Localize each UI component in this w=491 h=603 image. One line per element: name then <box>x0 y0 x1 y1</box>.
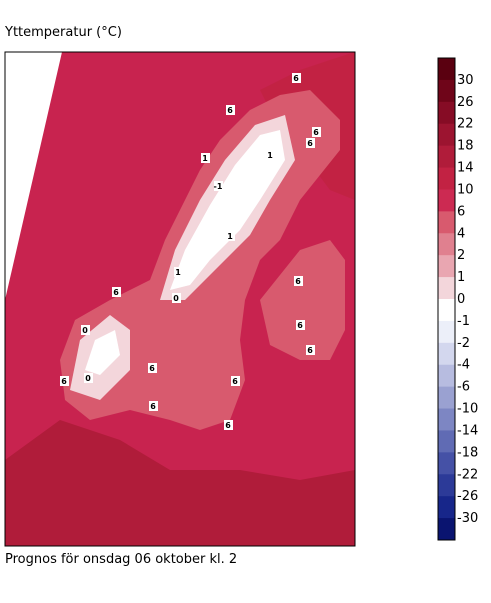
colorbar-band <box>438 58 455 81</box>
colorbar-label: 26 <box>457 95 474 110</box>
contour-label-box <box>60 376 69 386</box>
contour-label-box <box>306 138 315 148</box>
no-data-area <box>5 52 62 300</box>
colorbar-band <box>438 145 455 169</box>
contour-label: 6 <box>293 74 299 83</box>
contour-label: 0 <box>173 294 179 303</box>
colorbar-label: 18 <box>457 139 474 154</box>
colorbar-band <box>438 408 455 431</box>
contour-label-box <box>226 105 235 115</box>
colorbar-label: 14 <box>457 161 474 176</box>
colorbar-label: 30 <box>457 73 474 88</box>
colorbar-frame <box>437 57 456 541</box>
contour-label-box <box>312 127 321 137</box>
contour-label-box <box>296 320 305 330</box>
contour-label: 1 <box>175 268 181 277</box>
colorbar-label: -18 <box>457 445 478 460</box>
contour-label-box <box>81 325 90 335</box>
contour-label: 6 <box>307 346 313 355</box>
colorbar-label: -30 <box>457 511 478 526</box>
contour-label: 6 <box>295 277 301 286</box>
colorbar-band <box>438 255 455 278</box>
finland-land <box>260 240 345 360</box>
contour-label: 6 <box>149 364 155 373</box>
colorbar-band <box>438 189 455 212</box>
colorbar-band <box>438 123 455 147</box>
map-frame <box>4 51 356 547</box>
contour-label-box <box>224 420 233 430</box>
colorbar-band <box>438 101 455 125</box>
contour-label: 1 <box>267 151 273 160</box>
colorbar-band <box>438 342 455 366</box>
map <box>4 51 356 547</box>
colorbar-band <box>438 277 455 300</box>
colorbar-band <box>438 167 455 190</box>
colorbar-label: 4 <box>457 226 465 241</box>
contour-label-box <box>266 150 275 160</box>
contour-label-box <box>292 73 301 83</box>
contour-label: 6 <box>61 377 67 386</box>
contour-label-box <box>84 373 93 383</box>
contour-label: 0 <box>82 326 88 335</box>
colorbar-label: -26 <box>457 489 478 504</box>
continent-south <box>5 420 355 546</box>
colorbar-label: 22 <box>457 117 474 132</box>
contour-label-box <box>148 363 157 373</box>
mountains-north <box>170 130 285 290</box>
colorbar-band <box>438 386 455 410</box>
colorbar-label: -10 <box>457 402 478 417</box>
colorbar-label: 1 <box>457 270 465 285</box>
colorbar-label: 0 <box>457 292 465 307</box>
contour-label-box <box>112 287 121 297</box>
colorbar-band <box>438 518 455 541</box>
contour-label: 6 <box>113 288 119 297</box>
colorbar-band <box>438 79 455 103</box>
colorbar: 30262218141064210-1-2-4-6-10-14-18-22-26… <box>437 57 478 541</box>
colorbar-band <box>438 452 455 475</box>
colorbar-band <box>438 496 455 519</box>
contour-label: 1 <box>227 232 233 241</box>
colorbar-label: 6 <box>457 204 465 219</box>
mountains-south-inner <box>85 330 120 375</box>
colorbar-band <box>438 474 455 497</box>
map-title: Yttemperatur (°C) <box>4 25 122 40</box>
contour-label-box <box>226 231 235 241</box>
colorbar-band <box>438 364 455 388</box>
contour-label: 1 <box>202 154 208 163</box>
contour-label-box <box>174 267 183 277</box>
contour-label: 6 <box>227 106 233 115</box>
map-caption: Prognos för onsdag 06 oktober kl. 2 <box>5 552 237 567</box>
colorbar-band <box>438 299 455 322</box>
contour-label-box <box>231 376 240 386</box>
contour-label: 6 <box>313 128 319 137</box>
contour-label-box <box>172 293 181 303</box>
contour-label: 6 <box>307 139 313 148</box>
colorbar-label: -1 <box>457 314 470 329</box>
contour-label-box <box>306 345 315 355</box>
colorbar-label: 10 <box>457 182 474 197</box>
colorbar-label: -2 <box>457 336 470 351</box>
contour-label: 0 <box>85 374 91 383</box>
colorbar-label: -22 <box>457 467 478 482</box>
colorbar-label: -4 <box>457 358 470 373</box>
colorbar-band <box>438 211 455 234</box>
colorbar-band <box>438 430 455 453</box>
colorbar-label: -14 <box>457 423 478 438</box>
contour-label: 6 <box>297 321 303 330</box>
contour-label: 6 <box>232 377 238 386</box>
contour-label-box <box>201 153 210 163</box>
contour-label: -1 <box>214 182 223 191</box>
colorbar-label: -6 <box>457 380 470 395</box>
colorbar-band <box>438 320 455 344</box>
contour-label-box <box>214 181 223 191</box>
contour-label-box <box>294 276 303 286</box>
colorbar-band <box>438 233 455 256</box>
contour-label-box <box>149 401 158 411</box>
contour-label: 6 <box>150 402 156 411</box>
contour-label: 6 <box>225 421 231 430</box>
colorbar-label: 2 <box>457 248 465 263</box>
